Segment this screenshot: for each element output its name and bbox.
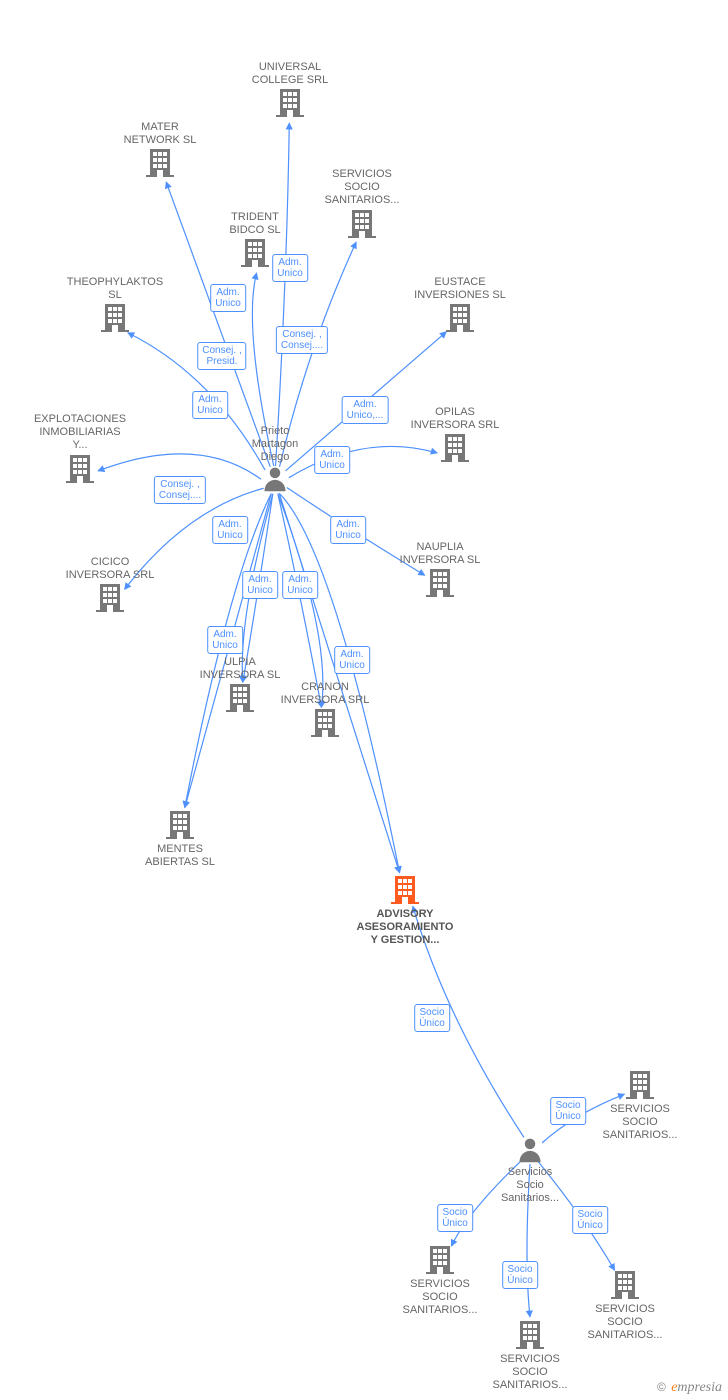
building-icon — [164, 809, 196, 841]
building-icon — [424, 567, 456, 599]
node-label: ULPIA INVERSORA SL — [200, 656, 281, 681]
node-label: CRANON INVERSORA SRL — [281, 681, 370, 706]
node-label: MATER NETWORK SL — [124, 121, 197, 146]
edge-label: Socio Único — [550, 1097, 586, 1125]
node-label: THEOPHYLAKTOS SL — [67, 276, 163, 301]
node-label: EXPLOTACIONES INMOBILIARIAS Y... — [34, 413, 126, 451]
node-mentes[interactable]: MENTES ABIERTAS SL — [120, 809, 240, 869]
person-icon — [261, 465, 289, 493]
node-label: ADVISORY ASESORAMIENTO Y GESTION... — [357, 908, 454, 946]
edge-label: Socio Único — [414, 1004, 450, 1032]
node-label: SERVICIOS SOCIO SANITARIOS... — [403, 1278, 478, 1316]
edge-label: Adm. Unico — [272, 254, 308, 282]
node-sss_bl[interactable]: SERVICIOS SOCIO SANITARIOS... — [380, 1244, 500, 1318]
edge-label: Socio Único — [572, 1206, 608, 1234]
edge-label: Socio Único — [437, 1204, 473, 1232]
building-icon — [309, 707, 341, 739]
building-icon — [346, 208, 378, 240]
edge-label: Adm. Unico — [207, 626, 243, 654]
node-explot[interactable]: EXPLOTACIONES INMOBILIARIAS Y... — [20, 413, 140, 487]
node-eustace[interactable]: EUSTACE INVERSIONES SL — [400, 276, 520, 336]
node-label: Servicios Socio Sanitarios... — [501, 1166, 559, 1204]
node-sss_person[interactable]: Servicios Socio Sanitarios... — [470, 1136, 590, 1206]
watermark-brand-rest: mpresia — [677, 1380, 722, 1395]
edge-label: Adm. Unico — [212, 516, 248, 544]
edge-label: Consej. , Consej.... — [154, 476, 206, 504]
building-icon — [624, 1069, 656, 1101]
watermark: © empresia — [657, 1380, 722, 1396]
building-icon — [389, 874, 421, 906]
edge-label: Consej. , Consej.... — [276, 326, 328, 354]
node-label: OPILAS INVERSORA SRL — [411, 406, 500, 431]
edge-label: Adm. Unico — [282, 571, 318, 599]
building-icon — [144, 147, 176, 179]
node-mater[interactable]: MATER NETWORK SL — [100, 121, 220, 181]
building-icon — [99, 302, 131, 334]
node-label: SERVICIOS SOCIO SANITARIOS... — [588, 1303, 663, 1341]
building-icon — [239, 237, 271, 269]
node-label: Prieto Martagon Diego — [252, 425, 298, 463]
edge-label: Socio Único — [502, 1261, 538, 1289]
node-theo[interactable]: THEOPHYLAKTOS SL — [55, 276, 175, 336]
node-nauplia[interactable]: NAUPLIA INVERSORA SL — [380, 541, 500, 601]
building-icon — [439, 432, 471, 464]
building-icon — [64, 453, 96, 485]
building-icon — [424, 1244, 456, 1276]
node-label: SERVICIOS SOCIO SANITARIOS... — [603, 1103, 678, 1141]
edge-label: Adm. Unico — [192, 391, 228, 419]
edge-label: Adm. Unico,... — [342, 396, 389, 424]
building-icon — [274, 87, 306, 119]
node-label: EUSTACE INVERSIONES SL — [414, 276, 506, 301]
node-label: NAUPLIA INVERSORA SL — [400, 541, 481, 566]
node-opilas[interactable]: OPILAS INVERSORA SRL — [395, 406, 515, 466]
node-label: MENTES ABIERTAS SL — [145, 843, 215, 868]
node-sss_br[interactable]: SERVICIOS SOCIO SANITARIOS... — [565, 1269, 685, 1343]
person-icon — [516, 1136, 544, 1164]
building-icon — [224, 682, 256, 714]
building-icon — [444, 302, 476, 334]
building-icon — [514, 1319, 546, 1351]
node-advisory[interactable]: ADVISORY ASESORAMIENTO Y GESTION... — [345, 874, 465, 948]
node-cranon[interactable]: CRANON INVERSORA SRL — [265, 681, 385, 741]
edge-label: Adm. Unico — [242, 571, 278, 599]
edge-label: Adm. Unico — [334, 646, 370, 674]
edge — [276, 123, 290, 466]
building-icon — [609, 1269, 641, 1301]
edge-label: Adm. Unico — [330, 516, 366, 544]
node-label: TRIDENT BIDCO SL — [229, 211, 280, 236]
node-ssocio1[interactable]: SERVICIOS SOCIO SANITARIOS... — [302, 168, 422, 242]
edge-label: Adm. Unico — [314, 446, 350, 474]
node-label: SERVICIOS SOCIO SANITARIOS... — [493, 1353, 568, 1391]
node-cicico[interactable]: CICICO INVERSORA SRL — [50, 556, 170, 616]
node-sss_r[interactable]: SERVICIOS SOCIO SANITARIOS... — [580, 1069, 700, 1143]
building-icon — [94, 582, 126, 614]
node-universal[interactable]: UNIVERSAL COLLEGE SRL — [230, 61, 350, 121]
node-label: UNIVERSAL COLLEGE SRL — [252, 61, 328, 86]
edge-label: Consej. , Presid. — [197, 342, 246, 370]
node-label: CICICO INVERSORA SRL — [66, 556, 155, 581]
edge-label: Adm. Unico — [210, 284, 246, 312]
node-label: SERVICIOS SOCIO SANITARIOS... — [325, 168, 400, 206]
copyright-symbol: © — [657, 1380, 666, 1394]
